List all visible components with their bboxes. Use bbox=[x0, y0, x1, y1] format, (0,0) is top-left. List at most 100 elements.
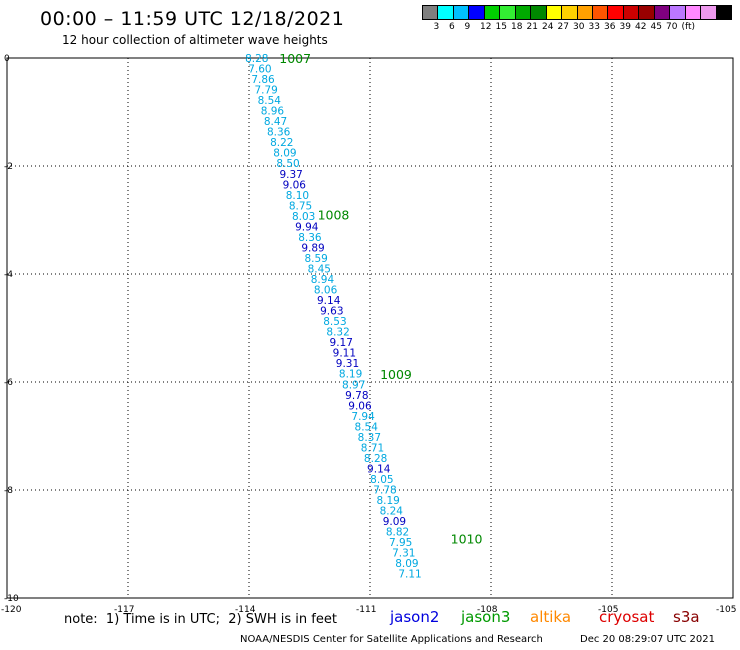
color-scale-label: 12 bbox=[480, 22, 492, 32]
x-tick-label: -105 bbox=[716, 605, 736, 615]
wave-height-value: 9.09 bbox=[383, 516, 406, 528]
wave-height-value: 8.32 bbox=[326, 327, 349, 339]
color-scale-label: 6 bbox=[449, 22, 455, 32]
time-label: 1010 bbox=[451, 532, 483, 547]
wave-height-value: 8.36 bbox=[298, 232, 322, 244]
wave-height-value: 9.31 bbox=[336, 358, 359, 370]
color-scale-bar bbox=[422, 5, 732, 20]
color-swatch bbox=[701, 6, 717, 19]
color-scale-label: 30 bbox=[573, 22, 585, 32]
color-swatch bbox=[531, 6, 547, 19]
legend-cryosat: cryosat bbox=[599, 608, 655, 626]
color-swatch bbox=[608, 6, 624, 19]
wave-height-value: 9.14 bbox=[367, 463, 391, 475]
color-scale-label: 24 bbox=[542, 22, 554, 32]
wave-height-value: 8.94 bbox=[311, 274, 335, 286]
color-scale-label: 36 bbox=[604, 22, 616, 32]
wave-height-value: 8.03 bbox=[292, 211, 315, 223]
wave-height-value: 9.37 bbox=[279, 169, 302, 181]
units-note: note: 1) Time is in UTC; 2) SWH is in fe… bbox=[64, 612, 337, 627]
wave-height-value: 7.95 bbox=[389, 537, 412, 549]
x-tick-label: -108 bbox=[477, 605, 498, 615]
wave-height-value: 7.11 bbox=[398, 569, 421, 581]
wave-height-value: 7.94 bbox=[351, 411, 375, 423]
wave-height-value: 8.97 bbox=[342, 379, 365, 391]
wave-height-value: 9.17 bbox=[330, 337, 353, 349]
color-swatch bbox=[562, 6, 578, 19]
wave-height-value: 9.63 bbox=[320, 306, 343, 318]
wave-height-value: 9.06 bbox=[283, 179, 307, 191]
wave-height-value: 9.11 bbox=[333, 348, 356, 360]
color-scale-label: 27 bbox=[557, 22, 569, 32]
wave-height-value: 8.71 bbox=[361, 442, 384, 454]
wave-height-value: 7.79 bbox=[254, 85, 277, 97]
color-swatch bbox=[453, 6, 470, 19]
wave-height-value: 8.09 bbox=[395, 558, 418, 570]
wave-height-value: 8.24 bbox=[380, 506, 404, 518]
y-tick-label: -4 bbox=[4, 270, 13, 280]
color-scale-label: 3 bbox=[433, 22, 440, 32]
y-tick-label: 0 bbox=[4, 54, 10, 64]
wave-height-value: 8.19 bbox=[339, 369, 362, 381]
wave-height-value: 8.50 bbox=[276, 158, 299, 170]
x-tick-label: -114 bbox=[235, 605, 256, 615]
time-label: 1008 bbox=[318, 208, 350, 223]
generated-timestamp: Dec 20 08:29:07 UTC 2021 bbox=[580, 634, 715, 645]
wave-height-value: 8.36 bbox=[267, 127, 291, 139]
x-tick-label: -117 bbox=[114, 605, 134, 615]
color-scale-label: 39 bbox=[619, 22, 631, 32]
wave-height-value: 8.28 bbox=[245, 53, 268, 65]
wave-height-value: 7.78 bbox=[373, 485, 396, 497]
wave-height-value: 9.06 bbox=[348, 400, 372, 412]
y-tick-label: -8 bbox=[4, 486, 13, 496]
color-swatch bbox=[438, 6, 454, 19]
color-scale-label: 9 bbox=[464, 22, 471, 32]
color-swatch bbox=[515, 6, 532, 19]
wave-height-value: 8.19 bbox=[376, 495, 399, 507]
wave-height-value: 8.45 bbox=[308, 263, 331, 275]
time-label: 1009 bbox=[380, 367, 412, 382]
legend-altika: altika bbox=[530, 608, 572, 626]
color-swatch bbox=[500, 6, 516, 19]
color-scale-label: 18 bbox=[511, 22, 523, 32]
color-scale-label: 70 bbox=[666, 22, 678, 32]
color-scale-label: (ft) bbox=[681, 22, 696, 32]
legend-s3a: s3a bbox=[673, 608, 700, 626]
wave-height-value: 8.05 bbox=[370, 474, 393, 486]
color-swatch bbox=[592, 6, 609, 19]
color-swatch bbox=[423, 6, 439, 19]
wave-height-value: 9.94 bbox=[295, 221, 319, 233]
color-swatch bbox=[685, 6, 702, 19]
wave-height-value: 8.47 bbox=[264, 116, 287, 128]
x-tick-label: -105 bbox=[598, 605, 618, 615]
color-swatch bbox=[546, 6, 563, 19]
wave-height-value: 8.53 bbox=[323, 316, 346, 328]
x-tick-label: -120 bbox=[1, 605, 22, 615]
wave-height-value: 8.09 bbox=[273, 148, 296, 160]
wave-height-value: 8.82 bbox=[386, 527, 409, 539]
color-swatch bbox=[623, 6, 640, 19]
y-tick-label: -10 bbox=[4, 594, 19, 604]
wave-height-value: 7.60 bbox=[248, 64, 271, 76]
wave-height-value: 8.37 bbox=[358, 432, 381, 444]
color-scale-label: 45 bbox=[650, 22, 662, 32]
color-swatch bbox=[577, 6, 593, 19]
color-scale-label: 33 bbox=[588, 22, 600, 32]
color-swatch bbox=[670, 6, 686, 19]
color-scale-label: 42 bbox=[635, 22, 647, 32]
wave-height-value: 8.59 bbox=[304, 253, 327, 265]
color-swatch bbox=[484, 6, 501, 19]
legend-jason2: jason2 bbox=[390, 608, 440, 626]
footer-credit: NOAA/NESDIS Center for Satellite Applica… bbox=[240, 634, 543, 645]
color-swatch bbox=[654, 6, 671, 19]
color-scale-label: 21 bbox=[526, 22, 538, 32]
wave-height-value: 8.96 bbox=[261, 106, 285, 118]
wave-height-value: 9.14 bbox=[317, 295, 341, 307]
wave-height-value: 8.75 bbox=[289, 200, 312, 212]
time-label: 1007 bbox=[279, 51, 311, 66]
wave-height-value: 8.10 bbox=[286, 190, 309, 202]
color-swatch bbox=[639, 6, 655, 19]
chart-subtitle: 12 hour collection of altimeter wave hei… bbox=[62, 33, 328, 47]
wave-height-value: 8.28 bbox=[364, 453, 387, 465]
